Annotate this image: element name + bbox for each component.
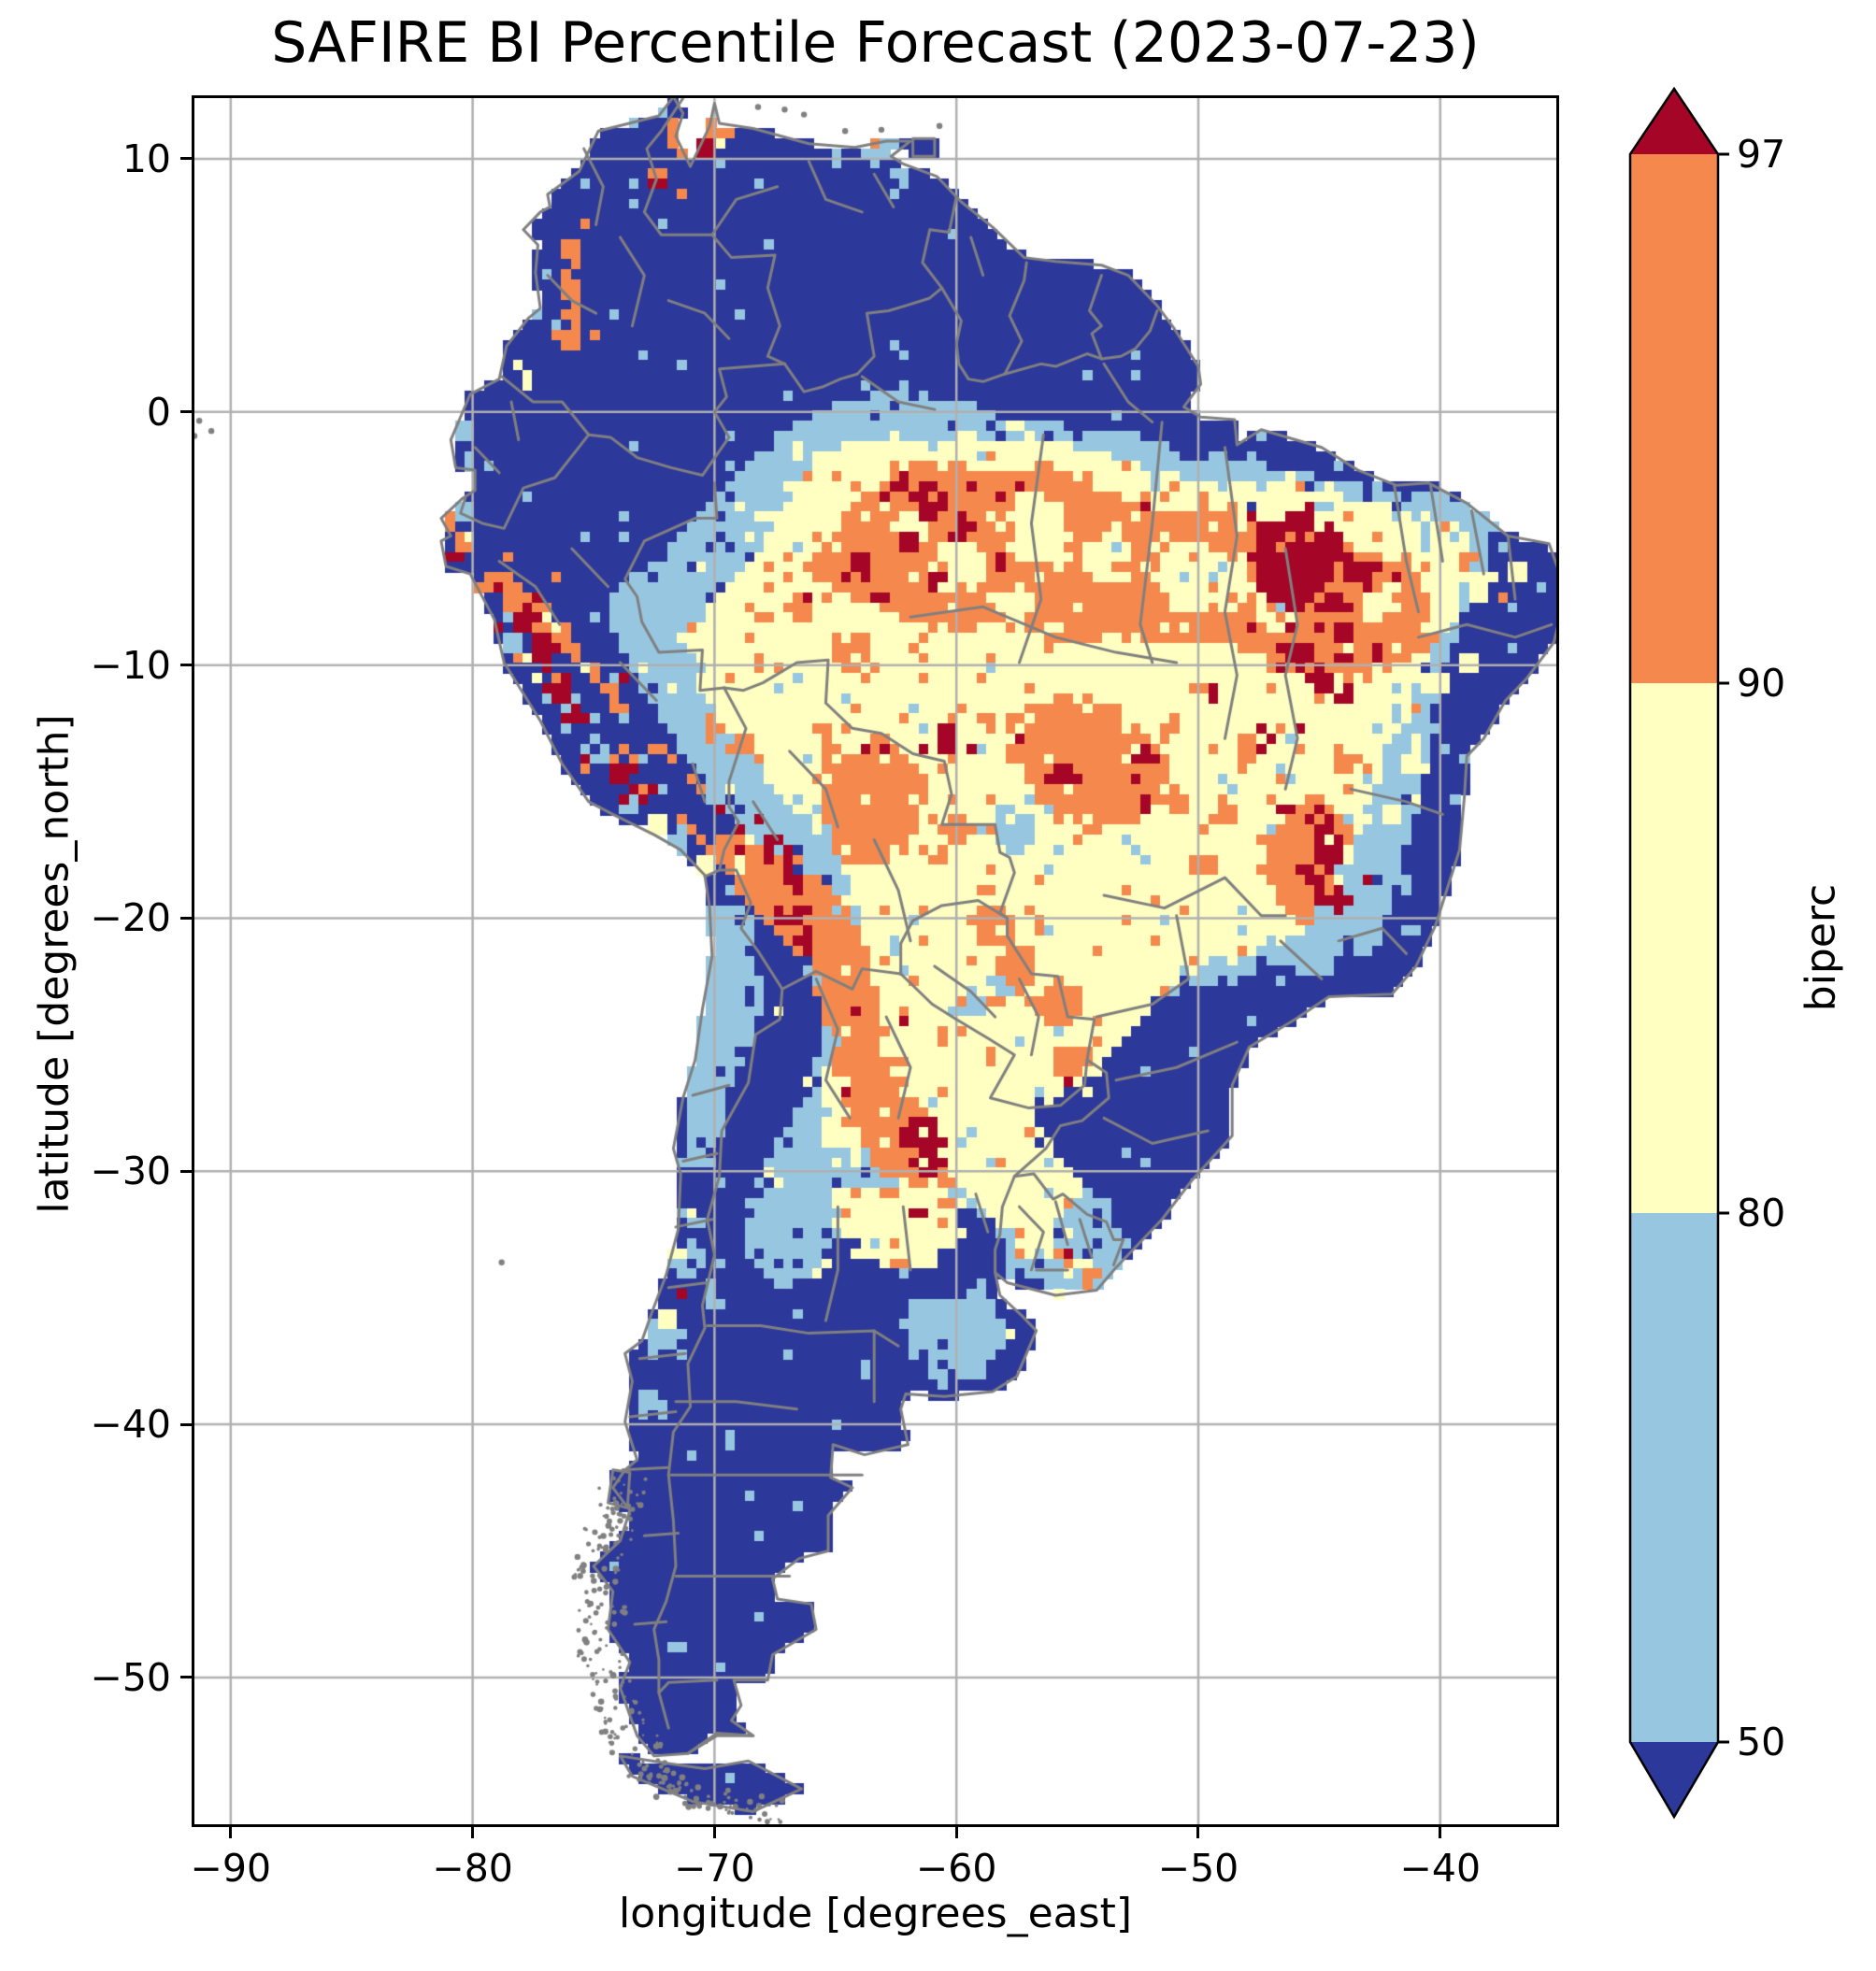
colorbar-tick-label: 50 bbox=[1737, 1720, 1786, 1764]
x-tick-mark bbox=[712, 1827, 716, 1838]
x-tick-label: −60 bbox=[915, 1846, 997, 1891]
south-america-map-canvas bbox=[194, 98, 1556, 1824]
x-tick-label: −90 bbox=[190, 1846, 272, 1891]
x-tick-mark bbox=[471, 1827, 475, 1838]
y-tick-label: 10 bbox=[122, 136, 171, 181]
y-tick-label: −40 bbox=[90, 1402, 171, 1448]
x-tick-mark bbox=[1196, 1827, 1200, 1838]
y-tick-mark bbox=[180, 157, 192, 161]
colorbar-extend-max bbox=[1630, 89, 1718, 154]
x-tick-label: −50 bbox=[1157, 1846, 1239, 1891]
x-axis-label: longitude [degrees_east] bbox=[619, 1890, 1132, 1937]
y-tick-mark bbox=[180, 1676, 192, 1679]
y-tick-mark bbox=[180, 664, 192, 667]
y-tick-label: −30 bbox=[90, 1149, 171, 1194]
map-plot-area bbox=[192, 95, 1559, 1827]
colorbar-segment bbox=[1630, 154, 1718, 683]
colorbar-label: biperc bbox=[1797, 883, 1845, 1012]
colorbar-tick-label: 97 bbox=[1737, 132, 1786, 177]
colorbar-extend-min bbox=[1630, 1742, 1718, 1817]
y-tick-label: −20 bbox=[90, 895, 171, 941]
x-tick-mark bbox=[229, 1827, 233, 1838]
y-tick-mark bbox=[180, 1422, 192, 1426]
colorbar-segment bbox=[1630, 1213, 1718, 1742]
colorbar bbox=[1628, 86, 1729, 1820]
x-tick-mark bbox=[954, 1827, 958, 1838]
x-tick-label: −80 bbox=[432, 1846, 513, 1891]
colorbar-segment bbox=[1630, 683, 1718, 1213]
x-tick-label: −70 bbox=[674, 1846, 755, 1891]
y-tick-label: 0 bbox=[146, 389, 171, 435]
y-tick-mark bbox=[180, 1169, 192, 1173]
y-tick-label: −10 bbox=[90, 642, 171, 688]
y-tick-mark bbox=[180, 916, 192, 920]
chart-title: SAFIRE BI Percentile Forecast (2023-07-2… bbox=[271, 10, 1480, 76]
colorbar-tick-label: 80 bbox=[1737, 1191, 1786, 1235]
colorbar-tick-label: 90 bbox=[1737, 661, 1786, 706]
x-tick-mark bbox=[1439, 1827, 1442, 1838]
y-tick-mark bbox=[180, 410, 192, 414]
x-tick-label: −40 bbox=[1399, 1846, 1482, 1891]
y-tick-label: −50 bbox=[90, 1654, 171, 1700]
